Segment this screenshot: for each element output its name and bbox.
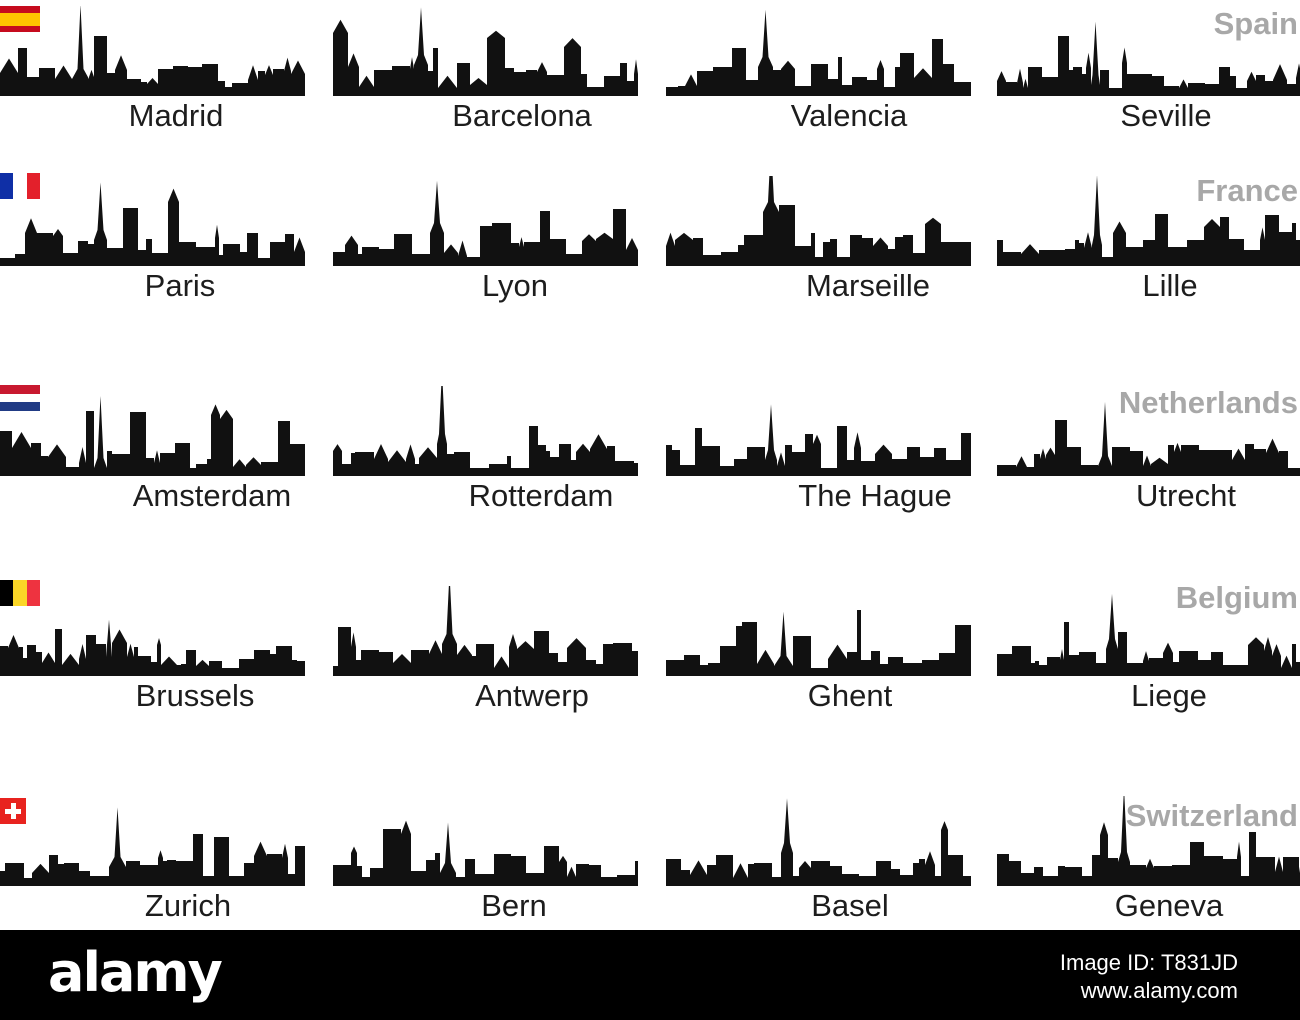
city-skyline-silhouette — [333, 796, 638, 886]
country-label: Switzerland — [1125, 798, 1298, 833]
city-name-label: Zurich — [144, 888, 232, 923]
city-skyline-silhouette — [333, 6, 638, 96]
city-skyline-silhouette — [997, 586, 1300, 676]
city-skyline-silhouette — [0, 586, 305, 676]
netherlands-flag-icon — [0, 385, 40, 411]
city-name-label: Rotterdam — [468, 478, 614, 513]
city-name-label: Lille — [1142, 268, 1198, 303]
city-name-label: Paris — [144, 268, 216, 303]
city-name-label: Madrid — [128, 98, 224, 133]
alamy-logo: alamy — [48, 941, 223, 1004]
switzerland-flag-icon — [0, 798, 26, 824]
city-name-label: The Hague — [798, 478, 952, 513]
site-url-label: www.alamy.com — [1080, 978, 1238, 1003]
country-label: France — [1196, 173, 1298, 208]
city-name-label: Basel — [811, 888, 889, 923]
city-skyline-silhouette — [333, 176, 638, 266]
city-skyline-silhouette — [666, 386, 971, 476]
city-skyline-silhouette — [997, 796, 1300, 886]
city-skyline-silhouette — [666, 586, 971, 676]
city-name-label: Brussels — [135, 678, 255, 713]
city-skyline-silhouette — [0, 176, 305, 266]
city-name-label: Amsterdam — [132, 478, 292, 513]
city-skyline-silhouette — [997, 6, 1300, 96]
stock-footer: alamy Image ID: T831JD www.alamy.com — [0, 930, 1300, 1020]
spain-flag-icon — [0, 6, 40, 32]
city-skyline-silhouette — [997, 176, 1300, 266]
country-label: Spain — [1213, 6, 1298, 41]
city-name-label: Bern — [481, 888, 547, 923]
city-skyline-silhouette — [666, 796, 971, 886]
france-flag-icon — [0, 173, 40, 199]
city-name-label: Liege — [1131, 678, 1207, 713]
city-skyline-silhouette — [333, 386, 638, 476]
city-skyline-silhouette — [666, 176, 971, 266]
country-label: Belgium — [1175, 580, 1298, 615]
city-name-label: Geneva — [1114, 888, 1224, 923]
city-name-label: Seville — [1120, 98, 1212, 133]
belgium-flag-icon — [0, 580, 40, 606]
city-skyline-silhouette — [0, 6, 305, 96]
city-skyline-silhouette — [0, 796, 305, 886]
city-skyline-silhouette — [997, 386, 1300, 476]
city-skyline-silhouette — [0, 386, 305, 476]
city-name-label: Marseille — [805, 268, 931, 303]
city-name-label: Ghent — [807, 678, 893, 713]
city-name-label: Utrecht — [1136, 478, 1236, 513]
city-skyline-silhouette — [333, 586, 638, 676]
image-id-label: Image ID: T831JD — [1059, 950, 1238, 975]
city-name-label: Barcelona — [452, 98, 592, 133]
city-name-label: Lyon — [481, 268, 549, 303]
city-skyline-silhouette — [666, 6, 971, 96]
city-name-label: Antwerp — [475, 678, 589, 713]
country-label: Netherlands — [1118, 385, 1298, 420]
skyline-poster: Spain Madrid Barcelona Valencia Seville Franc… — [0, 6, 1300, 923]
city-name-label: Valencia — [790, 98, 908, 133]
